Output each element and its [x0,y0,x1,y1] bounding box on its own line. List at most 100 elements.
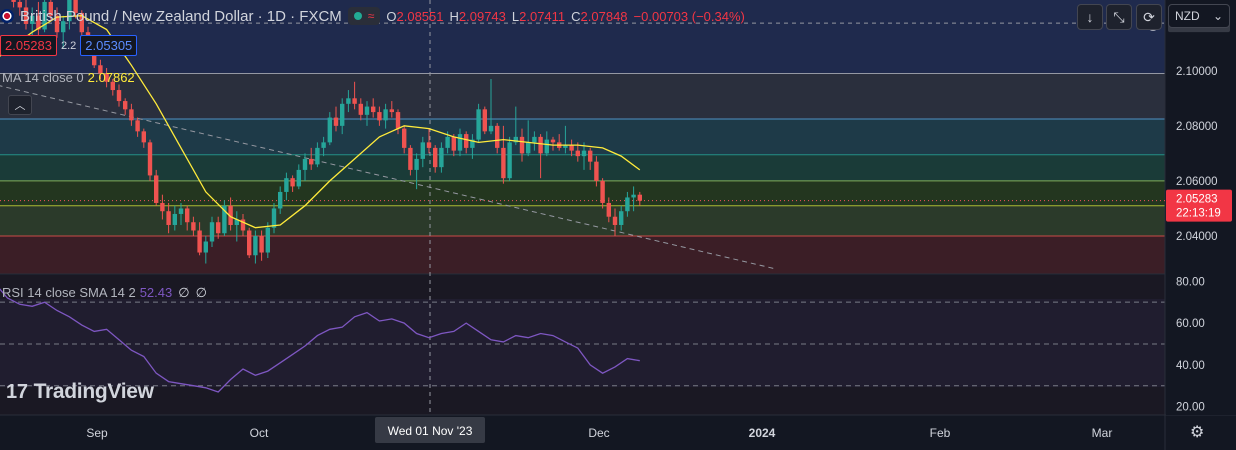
candle-14 [79,10,84,38]
candle-78 [476,103,481,143]
collapse-legend-button[interactable]: ︿ [8,95,32,115]
candle-35 [209,216,215,248]
candle-63 [383,103,388,129]
symbol-header: British Pound / New Zealand Dollar · 1D … [0,4,751,28]
price-zones [0,0,1165,274]
candle-54 [327,112,332,146]
candle-32 [191,216,196,236]
candle-11 [61,15,66,49]
candles[interactable] [0,0,642,264]
zone-0 [0,0,1165,74]
candle-3 [11,0,16,8]
candle-50 [302,153,308,181]
candle-40 [240,213,246,236]
close-label: C [571,8,581,24]
candle-86 [526,120,531,157]
ma-value: 2.07862 [87,70,135,85]
ohlc-values: O 2.08551 H 2.09743 L 2.07411 C 2.07848 −0.0… [386,9,750,24]
crosshair-date-label: Wed 01 Nov '23 [388,424,473,438]
quote-box: 2.05283 2.2 2.05305 [0,35,138,56]
market-status-pill[interactable]: ≈ [347,7,381,25]
rsi-tick-1: 60.00 [1176,318,1205,330]
candle-55 [333,106,339,132]
candle-69 [420,136,425,168]
candle-60 [364,101,370,126]
bid-button[interactable]: 2.05283 [0,35,57,56]
candle-103 [631,186,636,212]
candle-67 [408,145,413,176]
refresh-icon: ⟳ [1143,8,1155,25]
candle-8 [42,0,47,33]
candle-92 [563,125,568,154]
tradingview-logo: 17 TradingView [6,380,154,404]
candle-59 [358,98,363,121]
candle-25 [147,139,153,181]
candle-53 [321,136,326,157]
candle-84 [513,106,518,146]
price-tick-2: 2.06000 [1176,176,1218,188]
candle-47 [284,172,289,201]
time-tick-5: Feb [930,426,951,440]
symbol-title[interactable]: British Pound / New Zealand Dollar · 1D … [20,7,342,25]
tv-logo-icon: 17 [6,380,28,403]
candle-96 [588,147,593,170]
open-value: 2.08551 [396,8,444,24]
candle-58 [352,81,357,110]
candle-26 [154,169,159,206]
candle-41 [247,227,252,259]
time-tick-4: 2024 [749,426,776,440]
candle-61 [371,98,376,118]
zone-4 [0,180,1165,206]
candle-65 [395,109,401,135]
candle-18 [104,68,109,88]
gear-icon[interactable]: ⚙ [1190,424,1205,441]
candle-33 [197,222,202,256]
candle-80 [488,79,494,135]
candle-74 [451,134,456,157]
candle-46 [278,186,283,214]
candle-45 [271,202,277,234]
ma-label: MA 14 close 0 [2,70,84,85]
candle-17 [98,59,103,80]
price-tick-1: 2.08000 [1176,121,1218,133]
currency-value: NZD [1175,9,1200,23]
candle-101 [619,205,624,231]
candle-71 [433,145,438,173]
candle-87 [532,131,537,151]
market-open-dot-icon [353,12,362,20]
zone-5 [0,205,1165,236]
ask-button[interactable]: 2.05305 [80,35,138,56]
rsi-legend[interactable]: RSI 14 close SMA 14 2 52.43 ∅ ∅ [2,285,207,301]
candle-56 [340,98,345,135]
candle-79 [482,106,487,135]
chevron-up-icon: ︿ [14,100,26,112]
zone-2 [0,118,1165,155]
last-price-label: 2.05283 [1176,194,1218,206]
candle-7 [36,1,41,35]
high-label: H [449,8,459,24]
time-tick-6: Mar [1092,426,1113,440]
last-price-tag [1166,189,1232,222]
ma-legend[interactable]: MA 14 close 0 2.07862 [2,70,135,85]
currency-select[interactable]: NZD ⌄ [1168,4,1230,28]
candle-31 [185,205,190,231]
candle-36 [216,216,221,239]
candle-21 [123,98,128,115]
fullscreen-button[interactable]: ⤡ [1106,4,1132,30]
time-tick-0: Sep [86,426,108,440]
time-tick-3: Dec [588,426,609,440]
rsi-tick-0: 80.00 [1176,276,1205,288]
candle-44 [265,222,270,259]
reset-button[interactable]: ⟳ [1136,4,1162,30]
candle-28 [166,202,171,234]
candle-75 [457,128,463,157]
rsi-tick-2: 40.00 [1176,360,1205,372]
scroll-down-button[interactable]: ↓ [1077,4,1103,30]
wave-icon: ≈ [367,9,375,23]
candle-38 [228,197,233,231]
close-value: 2.07848 [580,8,628,24]
time-axis: Sep Oct Dec 2024 Feb Mar Wed 01 Nov '23 [86,417,1112,443]
zone-3 [0,154,1165,181]
logo-text: TradingView [33,380,154,403]
